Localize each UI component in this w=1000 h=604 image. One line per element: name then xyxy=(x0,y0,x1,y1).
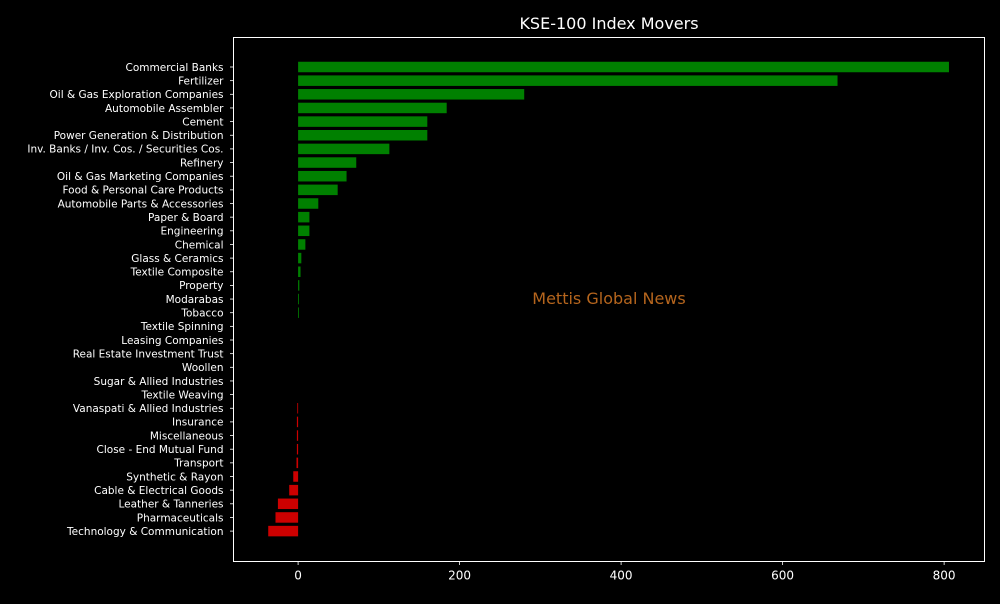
bar xyxy=(296,416,299,428)
bar xyxy=(298,198,319,209)
y-tick-label: Leasing Companies xyxy=(121,335,223,347)
bar xyxy=(298,143,390,155)
y-tick-label: Transport xyxy=(173,458,223,470)
y-tick-label: Inv. Banks / Inv. Cos. / Securities Cos. xyxy=(27,144,223,156)
y-tick-label: Woollen xyxy=(182,362,224,374)
y-tick-label: Commercial Banks xyxy=(126,62,224,74)
y-tick-label: Miscellaneous xyxy=(150,430,224,442)
y-tick-label: Engineering xyxy=(161,226,224,238)
x-tick-label: 600 xyxy=(771,569,794,583)
bar xyxy=(268,525,299,537)
y-tick-label: Automobile Assembler xyxy=(105,103,224,115)
bar xyxy=(298,116,428,127)
y-tick-label: Property xyxy=(179,280,223,292)
y-tick-label: Automobile Parts & Accessories xyxy=(58,198,224,210)
y-tick-label: Insurance xyxy=(172,417,224,429)
y-tick-label: Glass & Ceramics xyxy=(131,253,223,265)
axes-frame xyxy=(233,37,985,562)
bar xyxy=(293,471,299,482)
bar xyxy=(298,211,310,223)
x-tick-label: 400 xyxy=(610,569,633,583)
bar xyxy=(298,157,357,168)
y-tick-label: Chemical xyxy=(175,239,224,251)
y-tick-label: Tobacco xyxy=(180,308,223,320)
y-tick-label: Power Generation & Distribution xyxy=(54,130,224,142)
bar xyxy=(298,239,306,250)
bar xyxy=(275,512,299,523)
bar xyxy=(277,498,299,510)
bar xyxy=(298,293,299,305)
bar xyxy=(297,403,299,414)
y-tick-label: Textile Composite xyxy=(130,267,224,279)
y-tick-label: Refinery xyxy=(180,157,224,169)
y-tick-label: Synthetic & Rayon xyxy=(126,471,223,483)
y-tick-label: Vanaspati & Allied Industries xyxy=(73,403,224,415)
y-tick-label: Paper & Board xyxy=(148,212,223,224)
x-tick-label: 200 xyxy=(448,569,471,583)
bar xyxy=(298,252,302,264)
y-tick-label: Close - End Mutual Fund xyxy=(97,444,224,456)
bar xyxy=(298,102,447,114)
bar xyxy=(298,61,949,73)
y-tick-label: Fertilizer xyxy=(178,75,224,87)
x-tick-label: 0 xyxy=(294,569,302,583)
y-tick-label: Cement xyxy=(182,116,223,128)
y-tick-label: Oil & Gas Marketing Companies xyxy=(57,171,224,183)
bar xyxy=(296,457,299,469)
bar xyxy=(298,89,525,100)
y-tick-label: Sugar & Allied Industries xyxy=(94,376,224,388)
y-tick-label: Leather & Tanneries xyxy=(118,499,223,511)
bar xyxy=(296,430,299,441)
watermark-text: Mettis Global News xyxy=(532,289,685,308)
bar xyxy=(298,266,301,277)
y-tick-label: Modarabas xyxy=(166,294,224,306)
bar xyxy=(298,184,338,196)
bar xyxy=(298,130,428,141)
bar xyxy=(298,170,347,182)
y-tick-label: Oil & Gas Exploration Companies xyxy=(50,89,224,101)
y-tick-label: Food & Personal Care Products xyxy=(62,185,223,197)
y-tick-label: Pharmaceuticals xyxy=(137,512,224,524)
bar xyxy=(298,280,300,291)
y-tick-label: Cable & Electrical Goods xyxy=(94,485,223,497)
y-tick-label: Textile Weaving xyxy=(141,389,224,401)
bar xyxy=(296,443,299,455)
chart-title: KSE-100 Index Movers xyxy=(519,14,698,33)
x-axis-ticks: 0 200 400 600 800 xyxy=(294,561,956,583)
x-tick-label: 800 xyxy=(933,569,956,583)
y-tick-label: Technology & Communication xyxy=(66,526,223,538)
y-tick-label: Real Estate Investment Trust xyxy=(73,348,224,360)
bars-layer xyxy=(268,61,949,537)
y-tick-label: Textile Spinning xyxy=(140,321,224,333)
bar xyxy=(298,225,310,237)
bar xyxy=(298,75,838,86)
bar xyxy=(289,484,299,496)
bar xyxy=(298,307,299,318)
